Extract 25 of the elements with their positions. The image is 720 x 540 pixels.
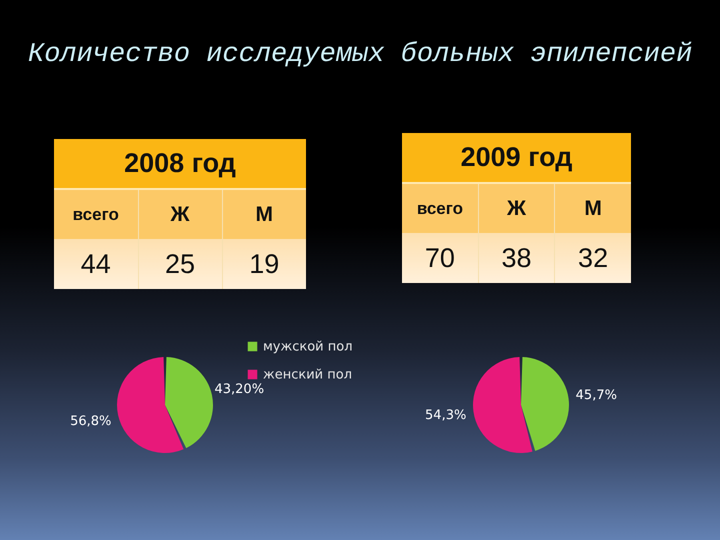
chart-title: Количество исследуемых больных эпилепсией [28,40,692,70]
text: 44 [54,239,138,289]
text: 38 [478,233,555,283]
data-label: 43,20% [214,382,264,397]
text: М [554,183,631,233]
text: всего [54,189,138,239]
text: 19 [222,239,306,289]
text: Ж [138,189,222,239]
pie-slice [117,357,184,453]
pie-slice [521,357,569,451]
legend-label: мужской пол [263,340,353,354]
pie-slice [165,357,213,448]
pie-slice [473,357,532,453]
chart-subtitle: 2009 год [402,133,631,183]
text: Ж [478,183,555,233]
text: 32 [554,233,631,283]
legend-label: женский пол [263,368,352,382]
chart-subtitle: 2008 год [54,139,306,189]
data-label: 45,7% [576,388,617,403]
text: М [222,189,306,239]
text: 70 [402,233,478,283]
data-label: 54,3% [425,408,466,424]
text: всего [402,183,478,233]
text: 25 [138,239,222,289]
data-label: 56,8% [70,414,112,430]
